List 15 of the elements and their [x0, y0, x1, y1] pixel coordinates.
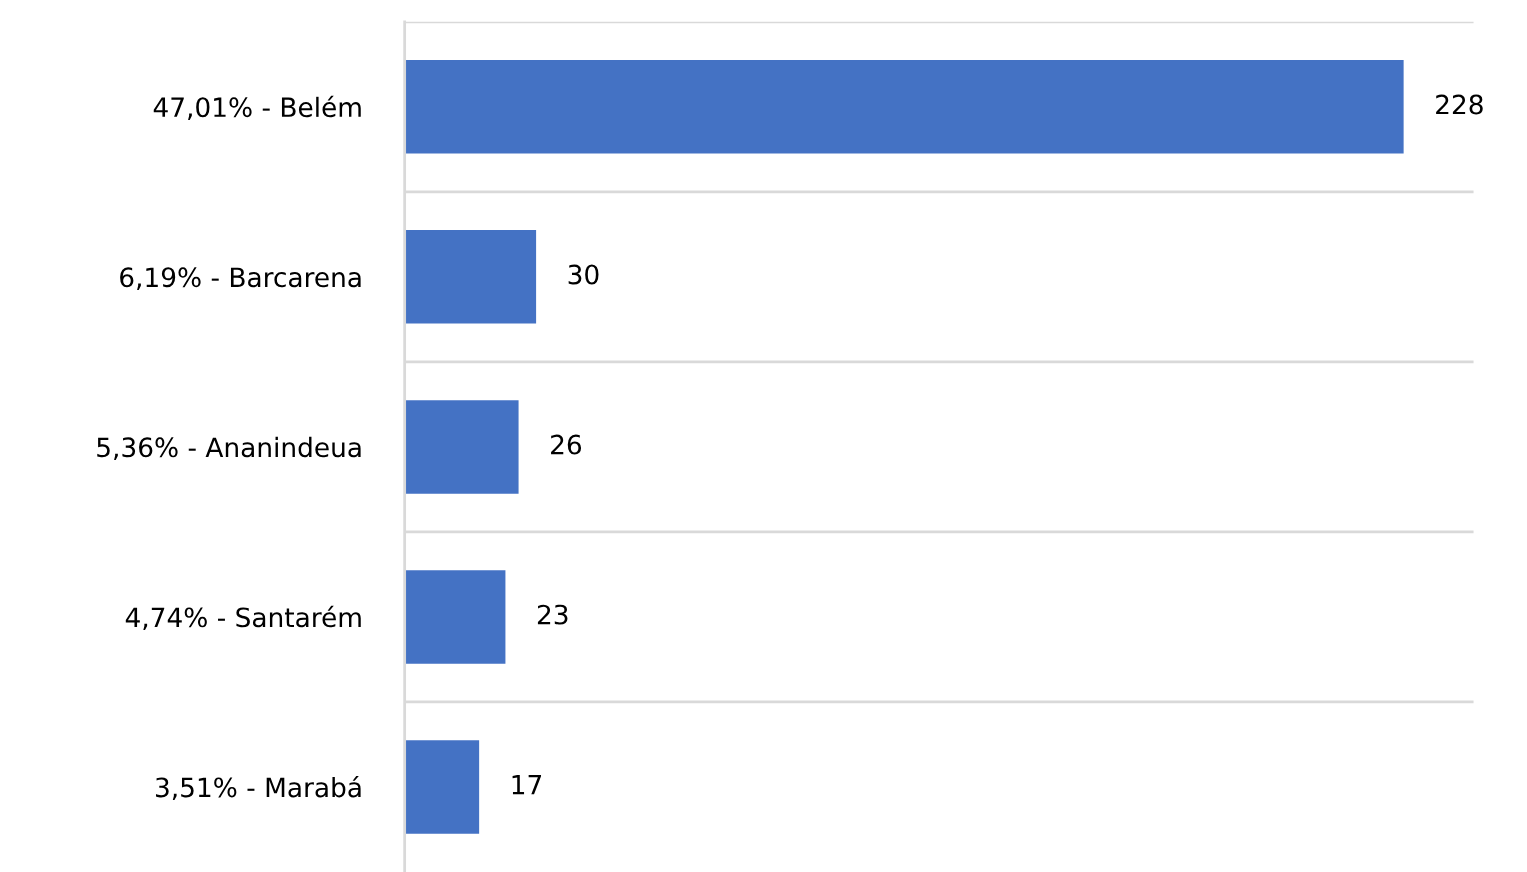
data-label: 23	[537, 604, 568, 625]
y-tick-label: 5,36% - Ananindeua	[97, 436, 361, 460]
bar	[404, 570, 506, 664]
bar	[404, 740, 480, 834]
bar	[404, 60, 1404, 154]
bar	[404, 400, 519, 494]
data-label: 26	[551, 434, 582, 455]
y-tick-label: 4,74% - Santarém	[125, 605, 361, 631]
data-label: 228	[1436, 94, 1483, 115]
y-tick-label: 47,01% - Belém	[153, 95, 361, 120]
data-label: 30	[568, 264, 599, 285]
bar	[404, 230, 537, 324]
data-label: 17	[512, 775, 542, 795]
y-tick-label: 3,51% - Marabá	[155, 775, 361, 801]
y-tick-label: 6,19% - Barcarena	[120, 267, 361, 290]
